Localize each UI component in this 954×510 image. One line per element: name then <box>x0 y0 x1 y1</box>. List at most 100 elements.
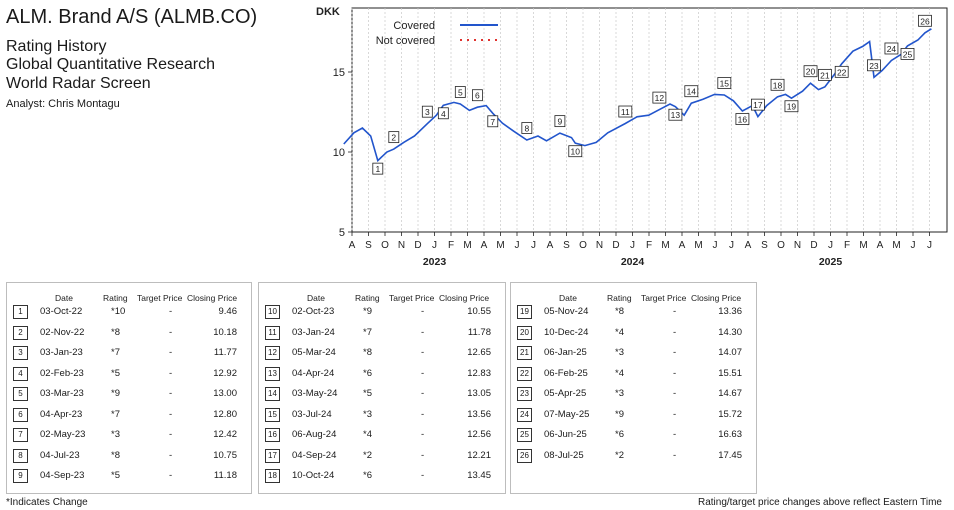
legend-label: Not covered <box>376 35 435 47</box>
x-tick-label: A <box>481 240 488 251</box>
x-tick-label: A <box>349 240 356 251</box>
target-price-cell: - <box>673 367 677 379</box>
row-number-box: 19 <box>517 305 532 319</box>
table-row: 6 04-Apr-23 *7 - 12.80 <box>7 407 251 424</box>
table-row: 15 03-Jul-24 *3 - 13.56 <box>259 407 505 424</box>
marker-label: 9 <box>558 117 563 127</box>
target-price-cell: - <box>673 306 677 317</box>
x-tick-label: M <box>661 240 669 251</box>
x-tick-label: J <box>911 240 916 251</box>
row-number-box: 8 <box>13 448 28 463</box>
x-tick-label: F <box>448 240 454 251</box>
table-header: Closing Price <box>691 293 742 303</box>
subtitle-research: Global Quantitative Research <box>6 56 215 73</box>
rating-marker: 5 <box>454 86 466 98</box>
date-cell: 06-Feb-25 <box>544 367 588 379</box>
target-price-cell: - <box>169 408 173 420</box>
plot-frame <box>351 7 948 233</box>
rating-marker: 3 <box>421 105 433 118</box>
x-tick-label: D <box>414 240 421 251</box>
x-tick-label: A <box>679 240 686 251</box>
closing-price-cell: 12.80 <box>213 408 237 420</box>
rating-cell: *6 <box>363 470 372 481</box>
target-price-cell: - <box>169 367 173 379</box>
x-tick-label: S <box>563 240 570 251</box>
table-row: 4 02-Feb-23 *5 - 12.92 <box>7 366 251 383</box>
x-tick-label: J <box>531 240 536 251</box>
date-cell: 04-Sep-24 <box>292 449 337 461</box>
marker-box <box>521 122 533 134</box>
rating-cell: *8 <box>111 449 120 461</box>
closing-price-cell: 12.56 <box>467 429 491 440</box>
table-header: Target Price <box>641 293 687 303</box>
marker-box <box>421 105 433 118</box>
rating-cell: *8 <box>363 347 372 358</box>
marker-label: 25 <box>903 49 913 59</box>
table-header: Closing Price <box>187 293 238 303</box>
date-cell: 03-Mar-23 <box>40 388 84 399</box>
rating-cell: *2 <box>615 449 624 461</box>
table-row: 7 02-May-23 *3 - 12.42 <box>7 428 251 444</box>
marker-box <box>487 115 499 128</box>
marker-label: 24 <box>887 44 897 54</box>
x-tick-label: J <box>927 240 932 251</box>
closing-price-cell: 13.56 <box>467 408 491 420</box>
x-tick-label: J <box>630 240 635 251</box>
x-tick-label: M <box>859 240 867 251</box>
target-price-cell: - <box>421 367 425 379</box>
table-row: 11 03-Jan-24 *7 - 11.78 <box>259 325 505 342</box>
marker-box <box>735 113 750 125</box>
marker-label: 23 <box>869 61 879 71</box>
closing-price-cell: 16.63 <box>718 429 742 440</box>
rating-cell: *9 <box>363 306 372 317</box>
row-number-box: 9 <box>13 469 28 483</box>
closing-price-cell: 12.65 <box>467 347 491 358</box>
date-cell: 04-Jul-23 <box>40 449 80 461</box>
rating-marker: 2 <box>388 131 400 144</box>
date-cell: 03-May-24 <box>292 388 338 399</box>
rating-cell: *3 <box>615 388 624 399</box>
marker-box <box>834 65 849 78</box>
closing-price-cell: 11.78 <box>467 326 491 338</box>
date-cell: 05-Apr-25 <box>544 388 587 399</box>
marker-box <box>770 78 785 91</box>
date-cell: 08-Jul-25 <box>544 449 584 461</box>
closing-price-cell: 10.75 <box>213 449 237 461</box>
rating-marker: 4 <box>437 107 449 120</box>
x-tick-label: J <box>713 240 718 251</box>
target-price-cell: - <box>421 449 425 461</box>
rating-marker: 22 <box>834 65 849 78</box>
closing-price-cell: 14.30 <box>718 326 742 338</box>
table-header: Rating <box>607 293 632 303</box>
table-row: 24 07-May-25 *9 - 15.72 <box>511 407 756 424</box>
rating-marker: 25 <box>900 48 915 60</box>
date-cell: 10-Dec-24 <box>544 326 589 338</box>
target-price-cell: - <box>673 347 677 358</box>
target-price-cell: - <box>169 449 173 461</box>
rating-marker: 14 <box>684 85 699 98</box>
marker-box <box>884 42 899 55</box>
marker-label: 22 <box>837 67 847 77</box>
date-cell: 02-May-23 <box>40 429 86 440</box>
x-tick-label: N <box>596 240 603 251</box>
closing-price-cell: 11.18 <box>213 470 237 481</box>
closing-price-cell: 15.51 <box>718 367 742 379</box>
marker-box <box>437 107 449 120</box>
closing-price-cell: 13.45 <box>467 470 491 481</box>
closing-price-cell: 15.72 <box>718 408 742 420</box>
rating-cell: *5 <box>111 470 120 481</box>
rating-cell: *10 <box>111 306 126 317</box>
closing-price-cell: 10.18 <box>213 326 237 338</box>
row-number-box: 25 <box>517 428 532 442</box>
table-header: Date <box>559 293 577 303</box>
table-header: Date <box>307 293 325 303</box>
y-tick-label: 5 <box>339 227 345 239</box>
x-tick-label: A <box>877 240 884 251</box>
row-number-box: 1 <box>13 305 28 319</box>
table-row: 16 06-Aug-24 *4 - 12.56 <box>259 428 505 444</box>
rating-cell: *2 <box>363 449 372 461</box>
x-tick-label: M <box>496 240 504 251</box>
row-number-box: 16 <box>265 428 280 442</box>
marker-label: 3 <box>425 107 430 117</box>
x-tick-label: D <box>810 240 817 251</box>
